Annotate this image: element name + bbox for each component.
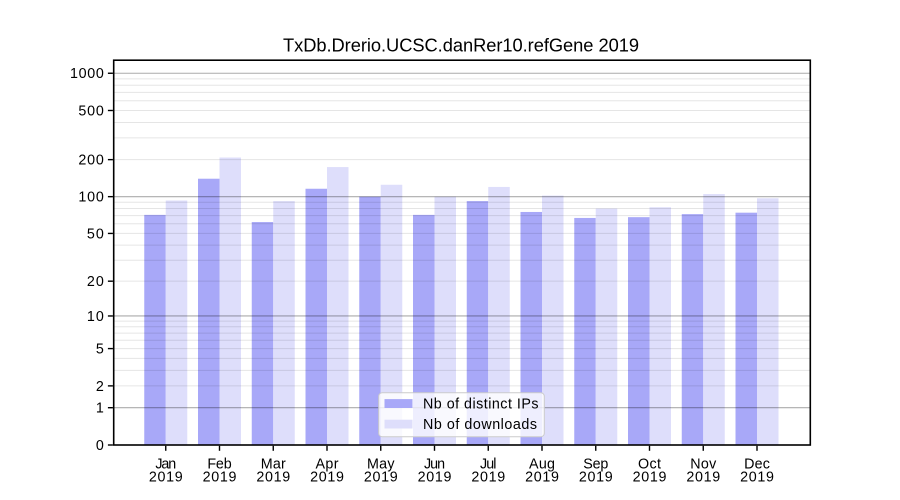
svg-text:May: May [367, 456, 395, 472]
svg-text:Sep: Sep [583, 456, 608, 472]
svg-text:Mar: Mar [261, 456, 286, 472]
svg-text:2019: 2019 [525, 469, 559, 485]
svg-text:1000: 1000 [70, 66, 104, 82]
svg-text:10: 10 [87, 309, 104, 325]
svg-text:Nov: Nov [690, 456, 717, 472]
svg-text:Feb: Feb [207, 456, 231, 472]
svg-text:2019: 2019 [364, 469, 398, 485]
svg-text:2019: 2019 [256, 469, 290, 485]
svg-text:200: 200 [78, 153, 103, 169]
svg-text:2019: 2019 [740, 469, 774, 485]
svg-text:20: 20 [87, 274, 104, 290]
svg-text:Jun: Jun [424, 456, 445, 472]
svg-text:2019: 2019 [579, 469, 613, 485]
svg-text:Apr: Apr [316, 456, 339, 472]
svg-text:100: 100 [78, 190, 103, 206]
svg-text:5: 5 [96, 341, 104, 357]
svg-text:Jul: Jul [480, 456, 496, 472]
svg-text:1: 1 [96, 401, 104, 417]
svg-text:2019: 2019 [471, 469, 505, 485]
svg-text:Aug: Aug [529, 456, 555, 472]
svg-text:TxDb.Drerio.UCSC.danRer10.refG: TxDb.Drerio.UCSC.danRer10.refGene 2019 [283, 34, 639, 55]
svg-text:500: 500 [78, 103, 103, 119]
svg-text:Jan: Jan [155, 456, 176, 472]
svg-text:Dec: Dec [744, 456, 770, 472]
svg-text:Nb of downloads: Nb of downloads [423, 417, 537, 433]
svg-text:2019: 2019 [686, 469, 720, 485]
svg-text:2019: 2019 [149, 469, 183, 485]
svg-text:2019: 2019 [633, 469, 667, 485]
svg-text:Nb of distinct IPs: Nb of distinct IPs [423, 396, 539, 412]
svg-text:2019: 2019 [418, 469, 452, 485]
svg-text:50: 50 [87, 226, 104, 242]
svg-text:0: 0 [96, 438, 104, 454]
svg-text:2019: 2019 [203, 469, 237, 485]
svg-text:2019: 2019 [310, 469, 344, 485]
svg-text:2: 2 [96, 379, 104, 395]
svg-text:Oct: Oct [638, 456, 661, 472]
